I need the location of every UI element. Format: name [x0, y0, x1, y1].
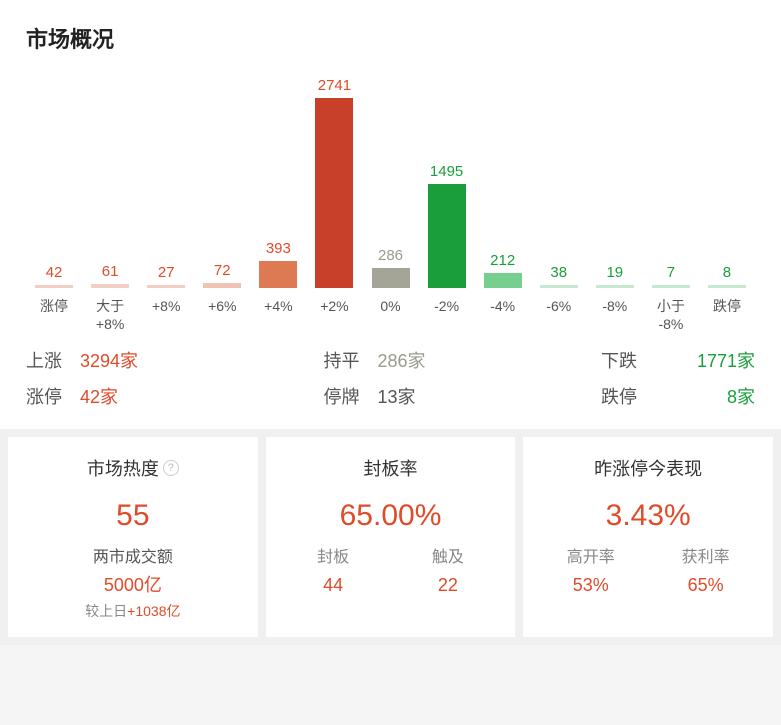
- bar-col[interactable]: 38: [531, 68, 587, 288]
- card-market-heat[interactable]: 市场热度 ? 55 两市成交额 5000亿 较上日+1038亿: [8, 437, 258, 637]
- bar-rect: [259, 261, 297, 288]
- axis-label: 小于 -8%: [643, 298, 699, 333]
- bar-value-label: 393: [266, 240, 291, 257]
- bar-rect: [596, 285, 634, 288]
- summary-value: 8家: [655, 383, 755, 409]
- bar-value-label: 19: [606, 264, 623, 281]
- seal-right-col: 触及 22: [432, 543, 464, 596]
- yesterday-value: 3.43%: [533, 499, 763, 533]
- summary-value: 3294家: [80, 347, 200, 373]
- card-yesterday-limit[interactable]: 昨涨停今表现 3.43% 高开率 53% 获利率 65%: [523, 437, 773, 637]
- bar-rect: [203, 283, 241, 288]
- summary-value: 13家: [378, 383, 478, 409]
- summary-label: 涨停: [26, 383, 80, 409]
- bar-value-label: 8: [723, 264, 731, 281]
- yest-right-col: 获利率 65%: [682, 543, 730, 596]
- summary-value: 286家: [378, 347, 478, 373]
- bar-value-label: 42: [46, 264, 63, 281]
- seal-right-value: 22: [432, 575, 464, 596]
- axis-label: -4%: [475, 298, 531, 333]
- bar-value-label: 61: [102, 263, 119, 280]
- market-overview-panel: 市场概况 4261277239327412861495212381978 涨停大…: [0, 0, 781, 429]
- seal-right-label: 触及: [432, 543, 464, 567]
- bar-rect: [372, 268, 410, 288]
- bar-col[interactable]: 42: [26, 68, 82, 288]
- axis-label: +4%: [250, 298, 306, 333]
- bar-value-label: 27: [158, 264, 175, 281]
- bar-rect: [35, 285, 73, 288]
- bar-value-label: 286: [378, 247, 403, 264]
- heat-sub1-label: 两市成交额: [18, 543, 248, 567]
- axis-label: 大于 +8%: [82, 298, 138, 333]
- bar-rect: [652, 285, 690, 288]
- summary-label: 下跌: [601, 347, 655, 373]
- bar-col[interactable]: 2741: [306, 68, 362, 288]
- seal-left-col: 封板 44: [317, 543, 349, 596]
- bar-rect: [91, 284, 129, 288]
- chart-axis-labels: 涨停大于 +8%+8%+6%+4%+2%0%-2%-4%-6%-8%小于 -8%…: [26, 298, 755, 333]
- card-title: 封板率: [364, 455, 418, 481]
- bar-value-label: 72: [214, 262, 231, 279]
- yest-left-value: 53%: [567, 575, 615, 596]
- summary-label: 跌停: [601, 383, 655, 409]
- yest-right-label: 获利率: [682, 543, 730, 567]
- distribution-bar-chart: 42 61 27 72 393 2741 286 1495 212 38 19 7 8: [26, 68, 755, 288]
- bar-rect: [484, 273, 522, 288]
- card-title: 昨涨停今表现: [594, 455, 702, 481]
- card-title: 市场热度: [87, 455, 159, 481]
- heat-value: 55: [18, 499, 248, 533]
- axis-label: -6%: [531, 298, 587, 333]
- heat-sub2-value: +1038亿: [127, 603, 180, 619]
- bar-rect: [540, 285, 578, 288]
- axis-label: +2%: [306, 298, 362, 333]
- bar-col[interactable]: 27: [138, 68, 194, 288]
- summary-value: 1771家: [655, 347, 755, 373]
- axis-label: 涨停: [26, 298, 82, 333]
- bar-col[interactable]: 393: [250, 68, 306, 288]
- bar-rect: [147, 285, 185, 288]
- yest-left-col: 高开率 53%: [567, 543, 615, 596]
- seal-left-value: 44: [317, 575, 349, 596]
- heat-sub2: 较上日+1038亿: [18, 601, 248, 621]
- yest-right-value: 65%: [682, 575, 730, 596]
- help-icon[interactable]: ?: [163, 460, 179, 476]
- axis-label: 0%: [362, 298, 418, 333]
- bar-col[interactable]: 61: [82, 68, 138, 288]
- metric-cards-row: 市场热度 ? 55 两市成交额 5000亿 较上日+1038亿 封板率 65.0…: [0, 429, 781, 645]
- bar-col[interactable]: 8: [699, 68, 755, 288]
- heat-sub1-value: 5000亿: [18, 571, 248, 597]
- seal-value: 65.00%: [276, 499, 506, 533]
- bar-col[interactable]: 286: [362, 68, 418, 288]
- bar-value-label: 7: [667, 264, 675, 281]
- bar-value-label: 212: [490, 252, 515, 269]
- axis-label: -8%: [587, 298, 643, 333]
- axis-label: 跌停: [699, 298, 755, 333]
- bar-col[interactable]: 212: [475, 68, 531, 288]
- yest-left-label: 高开率: [567, 543, 615, 567]
- bar-col[interactable]: 7: [643, 68, 699, 288]
- bar-rect: [428, 184, 466, 288]
- bar-rect: [315, 98, 353, 288]
- summary-value: 42家: [80, 383, 200, 409]
- bar-col[interactable]: 1495: [419, 68, 475, 288]
- summary-grid: 上涨3294家 持平286家 下跌1771家涨停42家 停牌13家 跌停8家: [26, 347, 755, 409]
- bar-value-label: 2741: [318, 77, 351, 94]
- summary-label: 上涨: [26, 347, 80, 373]
- summary-label: 持平: [324, 347, 378, 373]
- bar-col[interactable]: 72: [194, 68, 250, 288]
- axis-label: +8%: [138, 298, 194, 333]
- card-seal-rate[interactable]: 封板率 65.00% 封板 44 触及 22: [266, 437, 516, 637]
- bar-value-label: 38: [550, 264, 567, 281]
- axis-label: -2%: [419, 298, 475, 333]
- seal-left-label: 封板: [317, 543, 349, 567]
- axis-label: +6%: [194, 298, 250, 333]
- summary-label: 停牌: [324, 383, 378, 409]
- heat-sub2-prefix: 较上日: [85, 603, 127, 619]
- bar-value-label: 1495: [430, 163, 463, 180]
- bar-rect: [708, 285, 746, 288]
- bar-col[interactable]: 19: [587, 68, 643, 288]
- page-title: 市场概况: [26, 22, 755, 54]
